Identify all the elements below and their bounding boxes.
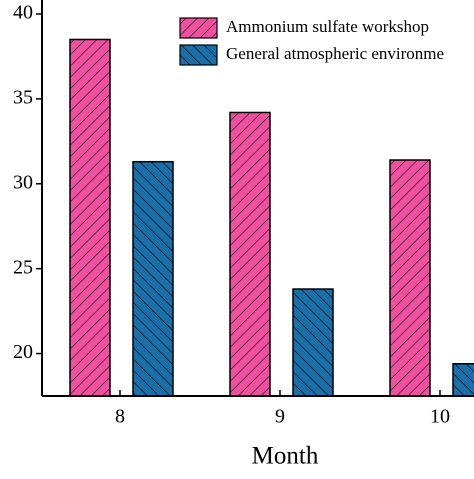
bar bbox=[69, 38, 111, 397]
bar bbox=[389, 159, 431, 397]
bar bbox=[132, 160, 174, 397]
x-tick-label: 8 bbox=[115, 406, 125, 428]
y-tick-label: 25 bbox=[13, 256, 33, 278]
x-axis-label: Month bbox=[252, 443, 319, 470]
legend-swatch bbox=[179, 44, 218, 66]
legend-label: General atmospheric environme bbox=[226, 44, 444, 63]
y-tick-label: 30 bbox=[13, 171, 33, 193]
x-tick-label: 9 bbox=[275, 406, 285, 428]
bar bbox=[292, 288, 334, 397]
bar bbox=[229, 111, 271, 397]
legend-swatch bbox=[179, 17, 218, 39]
y-tick-label: 35 bbox=[13, 86, 33, 108]
legend-label: Ammonium sulfate workshop bbox=[226, 17, 429, 36]
y-tick-label: 40 bbox=[13, 2, 33, 24]
y-tick-label: 20 bbox=[13, 341, 33, 363]
x-tick-label: 10 bbox=[430, 406, 450, 428]
bar bbox=[452, 362, 474, 397]
